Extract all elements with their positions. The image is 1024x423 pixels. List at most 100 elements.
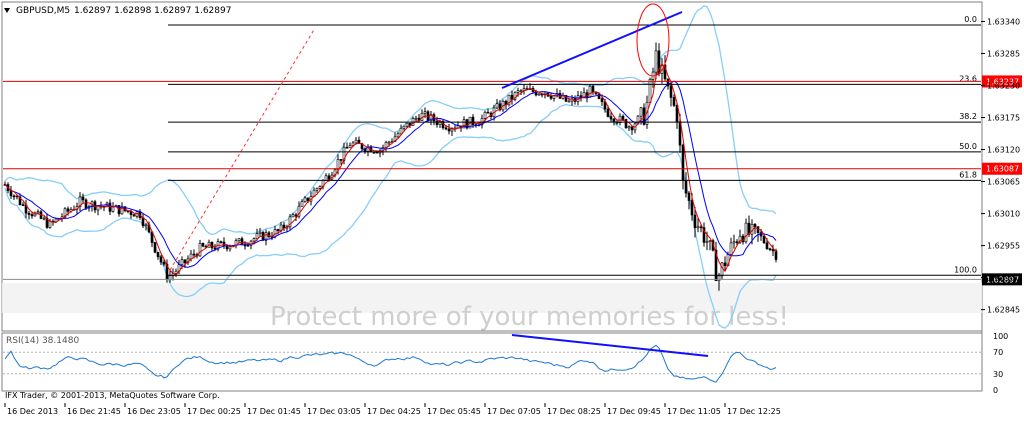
candle-body xyxy=(723,262,727,267)
candle-body xyxy=(336,159,340,171)
candle-body xyxy=(600,98,604,102)
dropdown-triangle-icon[interactable] xyxy=(4,8,10,13)
highlight-ellipse[interactable] xyxy=(636,3,670,77)
fib-level-label: 0.0 xyxy=(964,15,977,24)
candle-body xyxy=(753,223,757,227)
candle-body xyxy=(537,93,541,96)
candle-body xyxy=(708,240,712,242)
symbol-label: GBPUSD,M5 xyxy=(16,6,70,16)
candle-body xyxy=(198,243,202,257)
candle-body xyxy=(627,126,631,129)
candle-body xyxy=(267,232,271,237)
candle-body xyxy=(30,214,34,217)
candle-body xyxy=(153,242,157,253)
price-level-tag-text: 1.63237 xyxy=(986,77,1019,86)
candle-body xyxy=(588,85,592,98)
dashed-trendline[interactable] xyxy=(169,27,316,271)
candle-body xyxy=(213,247,217,250)
ohlc-readout: 1.62897 1.62898 1.62897 1.62897 xyxy=(74,6,231,16)
candle-body xyxy=(507,94,511,106)
fib-level-label: 23.6 xyxy=(959,74,977,83)
candle-body xyxy=(732,241,736,244)
candle-body xyxy=(486,111,490,114)
fibonacci-retracement[interactable]: 0.0 23.6 38.2 50.0 61.8 100.0 xyxy=(168,15,981,276)
candle-body xyxy=(519,90,523,92)
candle-body xyxy=(765,242,769,249)
candle-body xyxy=(729,242,733,255)
rsi-tick-label: 30 xyxy=(993,370,1003,379)
rsi-line xyxy=(4,344,777,383)
time-tick-label: 17 Dec 12:25 xyxy=(727,407,781,416)
candle-body xyxy=(744,222,748,243)
rsi-trendline[interactable] xyxy=(511,334,709,357)
time-tick-label: 17 Dec 04:25 xyxy=(367,407,421,416)
candle-body xyxy=(387,141,391,144)
candle-body xyxy=(84,199,88,209)
candle-body xyxy=(606,108,610,117)
candle-body xyxy=(276,229,280,232)
price-tick-label: 1.63065 xyxy=(987,178,1020,187)
candle-body xyxy=(252,238,256,242)
fib-level-label: 100.0 xyxy=(954,265,977,274)
candle-body xyxy=(639,107,643,117)
bollinger-lower-band xyxy=(4,103,777,329)
candle-body xyxy=(693,214,697,229)
candle-body xyxy=(144,224,148,227)
candle-body xyxy=(264,232,268,241)
candle-body xyxy=(237,238,241,242)
candle-body xyxy=(300,201,304,207)
price-tick-label: 1.63285 xyxy=(987,49,1020,58)
candle-body xyxy=(183,259,187,264)
price-trendline[interactable] xyxy=(501,11,683,89)
candle-body xyxy=(12,195,16,198)
candle-body xyxy=(210,242,214,249)
candle-body xyxy=(435,120,439,125)
candle-body xyxy=(465,119,469,129)
time-tick-label: 16 Dec 21:45 xyxy=(67,407,121,416)
fib-level-label: 61.8 xyxy=(959,170,977,179)
time-tick-label: 17 Dec 09:45 xyxy=(607,407,661,416)
candle-body xyxy=(738,235,742,243)
candle-body xyxy=(192,253,196,256)
candle-body xyxy=(423,111,427,114)
candle-body xyxy=(774,250,778,260)
candle-body xyxy=(297,205,301,217)
time-tick-label: 16 Dec 23:05 xyxy=(127,407,181,416)
time-tick-label: 17 Dec 01:45 xyxy=(247,407,301,416)
current-price-tag xyxy=(982,273,1022,286)
price-tick-label: 1.63120 xyxy=(987,146,1020,155)
candle-body xyxy=(120,206,124,215)
candle-body xyxy=(405,122,409,127)
candle-body xyxy=(180,259,184,265)
time-tick-label: 16 Dec 2013 xyxy=(7,407,58,416)
candle-body xyxy=(396,133,400,138)
price-tick-label: 1.63340 xyxy=(987,17,1020,26)
candle-body xyxy=(219,241,223,243)
candle-body xyxy=(648,79,652,103)
bollinger-upper-band xyxy=(4,5,777,235)
candle-body xyxy=(228,246,232,250)
candle-body xyxy=(162,261,166,265)
current-price-tag-text: 1.62897 xyxy=(986,275,1019,284)
candle-body xyxy=(327,175,331,180)
time-tick-label: 17 Dec 08:25 xyxy=(547,407,601,416)
candle-body xyxy=(597,93,601,99)
price-tick-label: 1.63010 xyxy=(987,210,1020,219)
candle-body xyxy=(258,231,262,234)
candle-body xyxy=(714,249,718,282)
candle-body xyxy=(201,243,205,247)
candle-body xyxy=(168,275,172,280)
candle-body xyxy=(705,241,709,243)
candle-body xyxy=(174,270,178,274)
time-axis: 16 Dec 2013 16 Dec 21:45 16 Dec 23:05 17 De… xyxy=(4,403,781,416)
watermark-band xyxy=(2,283,982,313)
chart-header: GBPUSD,M5 1.62897 1.62898 1.62897 1.6289… xyxy=(4,6,231,16)
candle-body xyxy=(9,190,13,197)
candle-body xyxy=(132,214,136,217)
time-tick-label: 17 Dec 05:45 xyxy=(427,407,481,416)
candle-body xyxy=(690,200,694,216)
candle-body xyxy=(471,116,475,125)
horizontal-levels[interactable]: 1.63237 1.63087 1.62897 xyxy=(3,75,1022,286)
